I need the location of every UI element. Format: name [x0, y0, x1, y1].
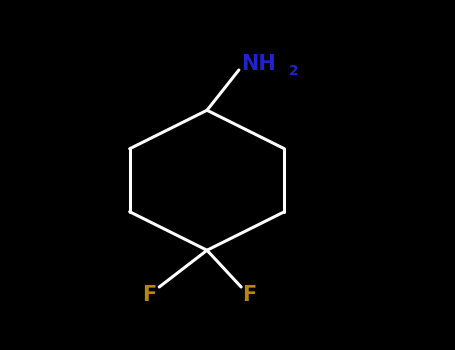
Text: F: F: [142, 285, 157, 305]
Text: NH: NH: [241, 54, 276, 74]
Text: 2: 2: [289, 64, 298, 78]
Text: F: F: [242, 285, 257, 305]
